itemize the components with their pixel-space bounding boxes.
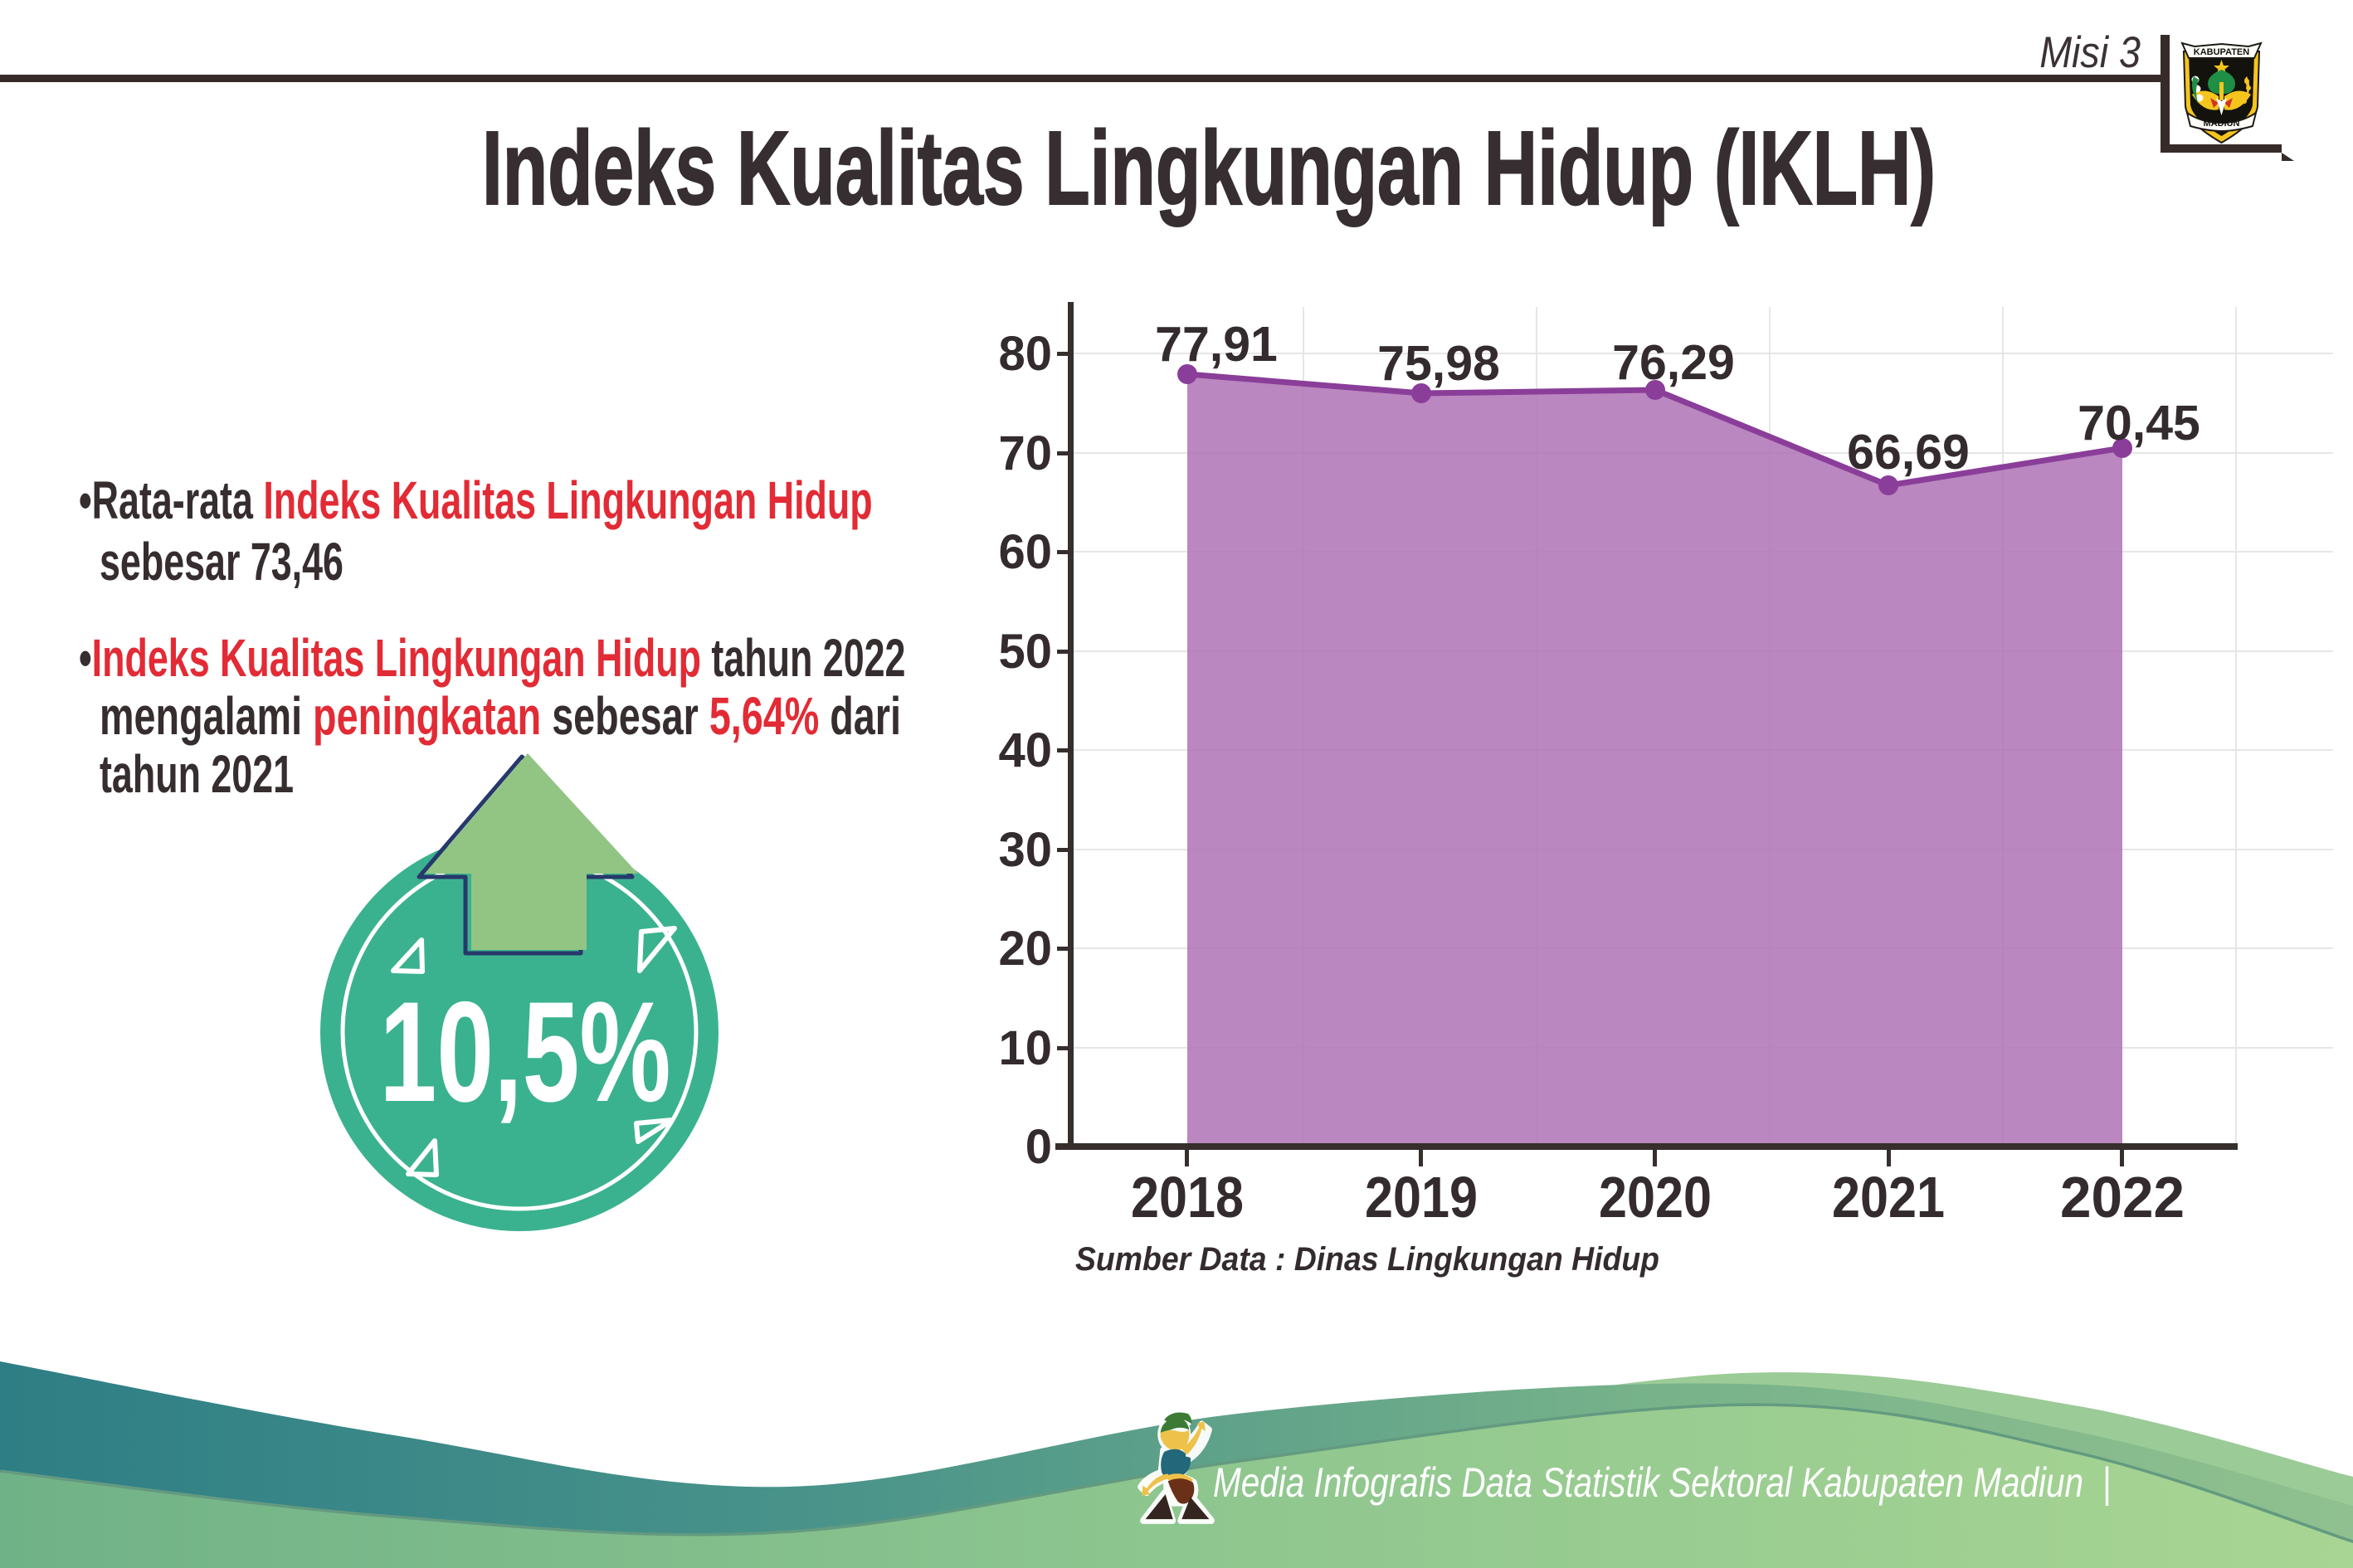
svg-text:60: 60 [998, 525, 1052, 579]
svg-text:75,98: 75,98 [1377, 336, 1500, 391]
svg-text:70: 70 [998, 426, 1052, 480]
svg-text:2020: 2020 [1599, 1165, 1712, 1230]
svg-text:0: 0 [1025, 1120, 1052, 1174]
svg-text:MADIUN: MADIUN [2204, 119, 2240, 129]
svg-text:Sumber Data : Dinas Lingkungan: Sumber Data : Dinas Lingkungan Hidup [1075, 1241, 1659, 1278]
svg-text:30: 30 [998, 823, 1052, 877]
svg-text:66,69: 66,69 [1847, 425, 1970, 480]
svg-text:77,91: 77,91 [1155, 317, 1278, 372]
svg-text:70,45: 70,45 [2078, 396, 2200, 450]
svg-text:50: 50 [998, 625, 1052, 679]
svg-text:2021: 2021 [1832, 1165, 1945, 1230]
svg-text:2022: 2022 [2060, 1165, 2185, 1230]
svg-text:80: 80 [998, 327, 1052, 381]
svg-text:2019: 2019 [1365, 1165, 1478, 1230]
svg-text:76,29: 76,29 [1612, 335, 1735, 390]
svg-text:10,5%: 10,5% [379, 971, 670, 1132]
svg-text:20: 20 [998, 922, 1052, 976]
svg-text:2018: 2018 [1131, 1165, 1244, 1230]
svg-text:40: 40 [998, 723, 1052, 777]
svg-text:KABUPATEN: KABUPATEN [2194, 47, 2249, 57]
svg-text:10: 10 [998, 1021, 1052, 1075]
